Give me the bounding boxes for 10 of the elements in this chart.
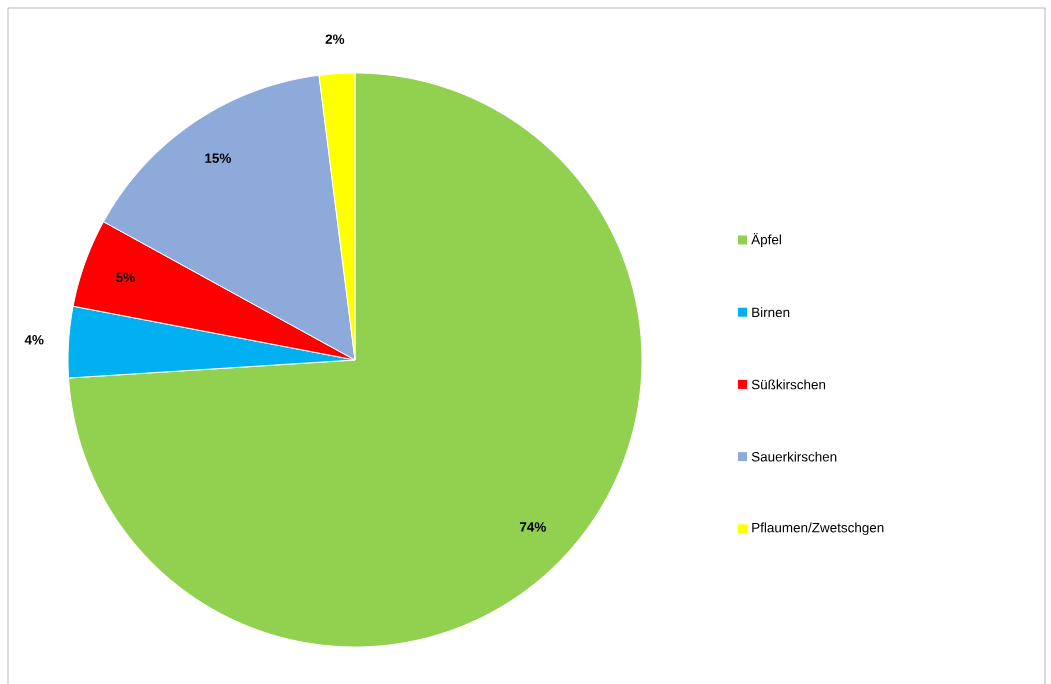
legend-label: Birnen [752, 307, 790, 317]
data-label: 4% [24, 334, 44, 345]
data-label: 5% [116, 272, 135, 282]
legend-label: Pflaumen/Zwetschgen [752, 522, 884, 535]
legend-label: Sauerkirschen [751, 451, 837, 462]
data-label: 2% [325, 34, 345, 44]
data-label: 15% [205, 153, 231, 163]
legend-label: Äpfel [751, 232, 781, 247]
legend-label: Süßkirschen [751, 379, 826, 390]
data-label: 74% [519, 522, 546, 532]
